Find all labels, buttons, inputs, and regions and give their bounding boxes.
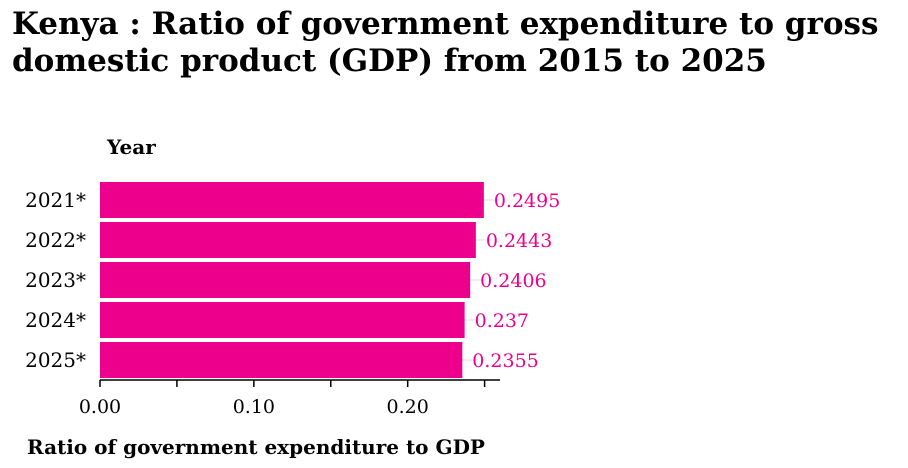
x-axis: 0.00 0.10 0.20 xyxy=(79,379,500,418)
chart-title: Kenya : Ratio of government expenditure … xyxy=(12,6,879,79)
data-labels-group: 0.2495 0.2443 0.2406 0.237 0.2355 xyxy=(472,190,560,372)
x-tick-label: 0.00 xyxy=(79,396,121,418)
y-tick-label: 2025* xyxy=(25,348,86,372)
y-tick-label: 2023* xyxy=(25,268,86,292)
y-tick-label: 2024* xyxy=(25,308,86,332)
x-axis-title: Ratio of government expenditure to GDP xyxy=(27,435,485,459)
x-tick-label: 0.10 xyxy=(233,396,275,418)
y-axis: 2021* 2022* 2023* 2024* 2025* xyxy=(25,188,86,372)
bars-group xyxy=(100,182,500,378)
bar-2022[interactable] xyxy=(100,222,476,258)
y-axis-title: Year xyxy=(106,135,156,159)
x-tick-label: 0.20 xyxy=(387,396,429,418)
data-label: 0.2406 xyxy=(480,270,546,292)
bar-2025[interactable] xyxy=(100,342,463,378)
data-label: 0.2495 xyxy=(494,190,560,212)
data-label: 0.237 xyxy=(475,310,529,332)
bar-2023[interactable] xyxy=(100,262,471,298)
bar-2024[interactable] xyxy=(100,302,465,338)
y-tick-label: 2021* xyxy=(25,188,86,212)
data-label: 0.2355 xyxy=(472,350,538,372)
bar-2021[interactable] xyxy=(100,182,484,218)
data-label: 0.2443 xyxy=(486,230,552,252)
y-tick-label: 2022* xyxy=(25,228,86,252)
